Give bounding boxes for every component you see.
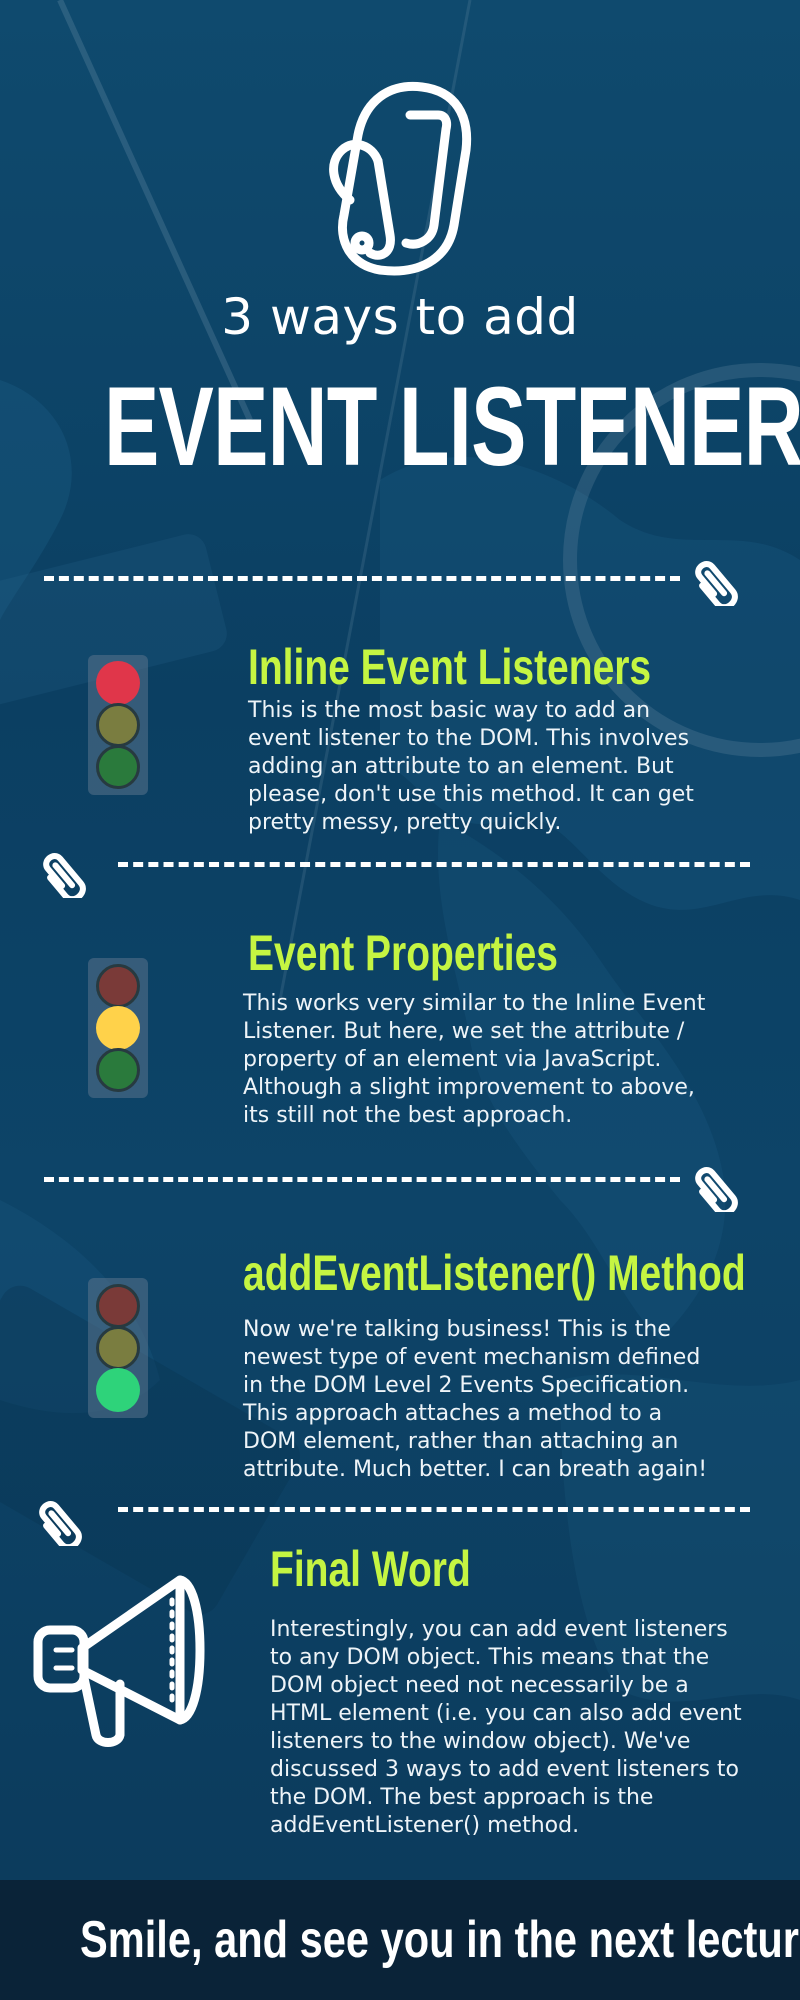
paperclip-icon: [695, 1167, 738, 1212]
megaphone-icon: [33, 1575, 205, 1747]
section-body-final-word: Interestingly, you can add event listene…: [270, 1616, 790, 1840]
red-light: [96, 661, 140, 705]
body-line: Although a slight improvement to above,: [243, 1075, 695, 1100]
section-title-final-word: Final Word: [270, 1541, 471, 1597]
section-title-addeventlistener: addEventListener() Method: [243, 1245, 746, 1301]
footer-banner: Smile, and see you in the next lecture: [0, 1880, 800, 2000]
traffic-light-red-icon: [88, 655, 148, 795]
paperclip-icon: [39, 1501, 82, 1546]
body-line: addEventListener() method.: [270, 1813, 580, 1838]
section-title-properties: Event Properties: [248, 925, 558, 981]
body-line: newest type of event mechanism defined: [243, 1345, 701, 1370]
carabiner-icon: [329, 81, 472, 276]
dashed-divider: [118, 862, 750, 867]
body-line: discussed 3 ways to add event listeners …: [270, 1757, 739, 1782]
green-light: [96, 1368, 140, 1412]
body-line: This approach attaches a method to a: [243, 1401, 663, 1426]
subtitle: 3 ways to add: [221, 288, 579, 346]
body-line: listeners to the window object). We've: [270, 1729, 691, 1754]
body-line: pretty messy, pretty quickly.: [248, 810, 562, 835]
body-line: to any DOM object. This means that the: [270, 1645, 710, 1670]
body-line: Listener. But here, we set the attribute…: [243, 1019, 685, 1044]
section-body-addeventlistener: Now we're talking business! This is the …: [243, 1316, 763, 1484]
yellow-light: [96, 1006, 140, 1050]
traffic-light-yellow-icon: [88, 958, 148, 1098]
page-title: EVENT LISTENERS: [104, 364, 800, 489]
paperclip-icon: [695, 561, 738, 606]
yellow-light: [96, 703, 140, 747]
body-line: in the DOM Level 2 Events Specification.: [243, 1373, 690, 1398]
body-line: property of an element via JavaScript.: [243, 1047, 662, 1072]
section-body-inline: This is the most basic way to add an eve…: [248, 697, 768, 837]
body-line: This works very similar to the Inline Ev…: [243, 991, 706, 1016]
body-line: This is the most basic way to add an: [248, 698, 651, 723]
body-line: event listener to the DOM. This involves: [248, 726, 690, 751]
body-line: please, don't use this method. It can ge…: [248, 782, 694, 807]
green-light: [96, 1048, 140, 1092]
body-line: the DOM. The best approach is the: [270, 1785, 654, 1810]
section-body-properties: This works very similar to the Inline Ev…: [243, 990, 763, 1130]
yellow-light: [96, 1326, 140, 1370]
dashed-divider: [118, 1507, 750, 1512]
body-line: DOM element, rather than attaching an: [243, 1429, 679, 1454]
section-title-inline: Inline Event Listeners: [248, 639, 652, 695]
body-line: attribute. Much better. I can breath aga…: [243, 1457, 708, 1482]
traffic-light-green-icon: [88, 1278, 148, 1418]
paperclip-icon: [43, 853, 86, 898]
green-light: [96, 745, 140, 789]
body-line: Interestingly, you can add event listene…: [270, 1617, 728, 1642]
dashed-divider: [44, 576, 680, 581]
body-line: DOM object need not necessarily be a: [270, 1673, 689, 1698]
dashed-divider: [44, 1177, 680, 1182]
body-line: its still not the best approach.: [243, 1103, 573, 1128]
body-line: adding an attribute to an element. But: [248, 754, 674, 779]
red-light: [96, 1284, 140, 1328]
footer-text: Smile, and see you in the next lecture: [80, 1911, 800, 1969]
body-line: HTML element (i.e. you can also add even…: [270, 1701, 742, 1726]
red-light: [96, 964, 140, 1008]
body-line: Now we're talking business! This is the: [243, 1317, 671, 1342]
